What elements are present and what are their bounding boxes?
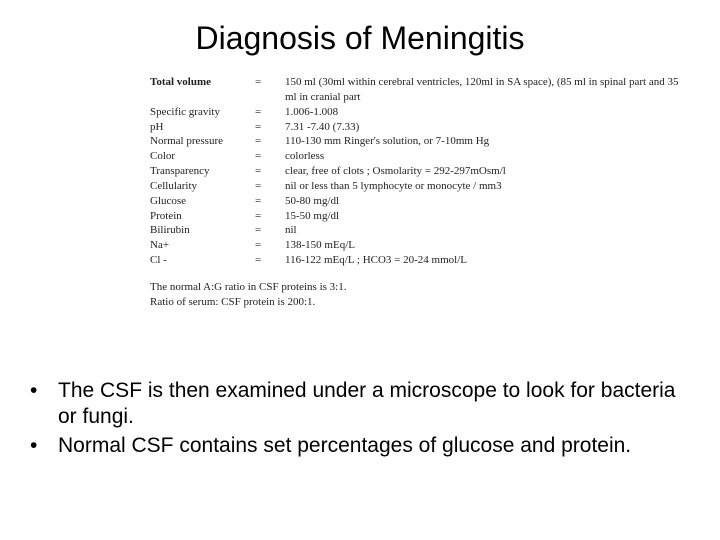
bullet-list: •The CSF is then examined under a micros… [30,378,680,463]
bullet-text: Normal CSF contains set percentages of g… [58,433,680,459]
page-title: Diagnosis of Meningitis [0,20,720,57]
table-row: Cellularity=nil or less than 5 lymphocyt… [150,179,680,194]
table-row: Bilirubin=nil [150,223,680,238]
bullet-dot-icon: • [30,378,58,429]
row-equals: = [255,179,285,194]
row-label: Cellularity [150,179,255,194]
row-equals: = [255,223,285,238]
table-row: Transparency=clear, free of clots ; Osmo… [150,164,680,179]
row-value: 50-80 mg/dl [285,194,680,209]
row-value: 138-150 mEq/L [285,238,680,253]
list-item: •Normal CSF contains set percentages of … [30,433,680,459]
row-value: 110-130 mm Ringer's solution, or 7-10mm … [285,134,680,149]
row-equals: = [255,253,285,268]
row-value: clear, free of clots ; Osmolarity = 292-… [285,164,680,179]
row-label: Total volume [150,75,255,105]
row-value: nil [285,223,680,238]
row-equals: = [255,238,285,253]
row-label: Specific gravity [150,105,255,120]
note-serum-ratio: Ratio of serum: CSF protein is 200:1. [150,295,680,310]
table-row: Protein=15-50 mg/dl [150,209,680,224]
bullet-dot-icon: • [30,433,58,459]
table-row: Total volume=150 ml (30ml within cerebra… [150,75,680,105]
row-value: 1.006-1.008 [285,105,680,120]
row-label: Na+ [150,238,255,253]
row-equals: = [255,149,285,164]
row-value: 150 ml (30ml within cerebral ventricles,… [285,75,680,105]
table-row: pH=7.31 -7.40 (7.33) [150,120,680,135]
row-label: Normal pressure [150,134,255,149]
row-label: Protein [150,209,255,224]
row-equals: = [255,209,285,224]
table-row: Color=colorless [150,149,680,164]
csf-values-table: Total volume=150 ml (30ml within cerebra… [150,75,680,310]
row-value: 116-122 mEq/L ; HCO3 = 20-24 mmol/L [285,253,680,268]
row-value: 15-50 mg/dl [285,209,680,224]
table-row: Glucose=50-80 mg/dl [150,194,680,209]
row-label: pH [150,120,255,135]
row-equals: = [255,194,285,209]
row-label: Glucose [150,194,255,209]
note-ag-ratio: The normal A:G ratio in CSF proteins is … [150,280,680,295]
row-value: nil or less than 5 lymphocyte or monocyt… [285,179,680,194]
row-value: 7.31 -7.40 (7.33) [285,120,680,135]
row-equals: = [255,120,285,135]
row-label: Cl - [150,253,255,268]
table-row: Normal pressure=110-130 mm Ringer's solu… [150,134,680,149]
row-label: Color [150,149,255,164]
row-equals: = [255,75,285,105]
row-equals: = [255,105,285,120]
row-equals: = [255,134,285,149]
table-row: Na+=138-150 mEq/L [150,238,680,253]
row-equals: = [255,164,285,179]
list-item: •The CSF is then examined under a micros… [30,378,680,429]
bullet-text: The CSF is then examined under a microsc… [58,378,680,429]
table-row: Cl -=116-122 mEq/L ; HCO3 = 20-24 mmol/L [150,253,680,268]
row-value: colorless [285,149,680,164]
table-row: Specific gravity=1.006-1.008 [150,105,680,120]
row-label: Bilirubin [150,223,255,238]
row-label: Transparency [150,164,255,179]
